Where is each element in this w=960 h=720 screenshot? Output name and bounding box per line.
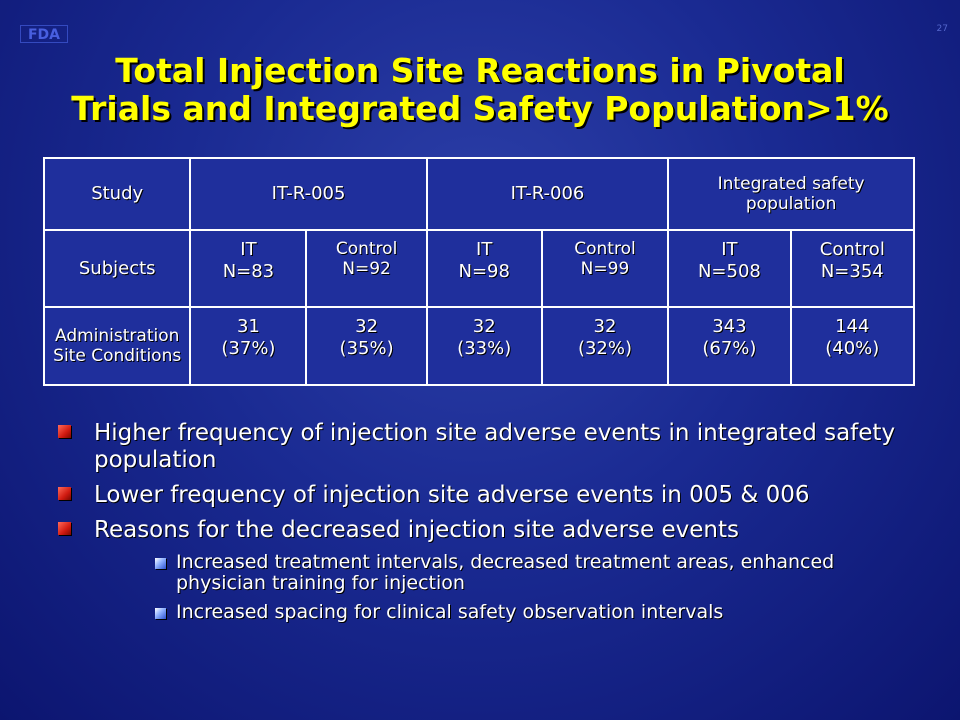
cell-admin-005-control: 32 (35%) bbox=[305, 306, 428, 386]
cell-subjects-005-it: IT N=83 bbox=[189, 229, 308, 308]
cell-line: N=92 bbox=[342, 259, 391, 279]
cell-line: 32 bbox=[472, 316, 496, 337]
header-study: Study bbox=[42, 157, 192, 231]
cell-line: N=83 bbox=[222, 261, 275, 282]
table-row-administration: Administration Site Conditions 31 (37%) … bbox=[42, 306, 916, 386]
red-square-bullet-icon bbox=[58, 487, 71, 500]
bullet-text: Lower frequency of injection site advers… bbox=[94, 482, 810, 508]
cell-line: N=354 bbox=[820, 261, 884, 282]
cell-line: N=98 bbox=[458, 261, 510, 282]
header-it-r-005: IT-R-005 bbox=[189, 157, 428, 231]
results-table: Study IT-R-005 IT-R-006 Integrated safet… bbox=[42, 157, 916, 386]
cell-subjects-006-it: IT N=98 bbox=[425, 229, 543, 308]
title-line-1: Total Injection Site Reactions in Pivota… bbox=[115, 51, 845, 90]
red-square-bullet-icon bbox=[58, 425, 71, 438]
red-square-bullet-icon bbox=[58, 522, 71, 535]
blue-square-bullet-icon bbox=[155, 608, 166, 619]
cell-line: Control bbox=[819, 239, 885, 260]
sub-bullet-item: Increased treatment intervals, decreased… bbox=[140, 552, 918, 594]
cell-subjects-integrated-control: Control N=354 bbox=[789, 229, 916, 308]
cell-line: Control bbox=[574, 239, 636, 259]
cell-line: N=508 bbox=[697, 261, 761, 282]
cell-line: 343 bbox=[712, 316, 747, 337]
cell-line: (37%) bbox=[221, 338, 276, 359]
bullet-text: Reasons for the decreased injection site… bbox=[94, 517, 739, 543]
bullet-text: Higher frequency of injection site adver… bbox=[94, 420, 896, 473]
header-it-r-006: IT-R-006 bbox=[425, 157, 670, 231]
header-integrated-safety-population: Integrated safety population bbox=[667, 157, 915, 231]
cell-line: (40%) bbox=[825, 338, 880, 359]
title-line-2: Trials and Integrated Safety Population>… bbox=[71, 89, 889, 128]
fda-logo: FDA bbox=[20, 25, 68, 43]
cell-admin-006-it: 32 (33%) bbox=[425, 306, 543, 386]
cell-line: 32 bbox=[355, 316, 379, 337]
row-label-administration-site-conditions: Administration Site Conditions bbox=[42, 306, 192, 386]
cell-line: Control bbox=[335, 239, 398, 259]
cell-admin-006-control: 32 (32%) bbox=[540, 306, 670, 386]
sub-bullet-item: Increased spacing for clinical safety ob… bbox=[140, 602, 918, 623]
sub-bullet-text: Increased treatment intervals, decreased… bbox=[176, 551, 835, 594]
cell-line: (33%) bbox=[457, 338, 512, 359]
cell-line: IT bbox=[476, 239, 493, 260]
cell-admin-005-it: 31 (37%) bbox=[189, 306, 308, 386]
table-header-row: Study IT-R-005 IT-R-006 Integrated safet… bbox=[42, 157, 915, 231]
cell-subjects-006-control: Control N=99 bbox=[540, 229, 670, 308]
sub-bullet-text: Increased spacing for clinical safety ob… bbox=[176, 601, 724, 623]
cell-line: 32 bbox=[593, 316, 617, 337]
bullet-item: Lower frequency of injection site advers… bbox=[58, 482, 918, 509]
cell-line: IT bbox=[240, 239, 257, 260]
cell-line: 31 bbox=[236, 316, 260, 337]
cell-line: IT bbox=[721, 239, 738, 260]
cell-line: N=99 bbox=[580, 259, 630, 279]
bullet-list: Higher frequency of injection site adver… bbox=[58, 420, 918, 631]
bullet-item: Reasons for the decreased injection site… bbox=[58, 517, 918, 544]
page-number: 27 bbox=[936, 24, 948, 34]
cell-subjects-005-control: Control N=92 bbox=[305, 229, 428, 308]
cell-admin-integrated-control: 144 (40%) bbox=[789, 306, 916, 386]
table-row-subjects: Subjects IT N=83 Control N=92 IT N=98 Co… bbox=[42, 229, 916, 308]
cell-line: 144 bbox=[835, 316, 870, 337]
blue-square-bullet-icon bbox=[155, 558, 166, 569]
cell-subjects-integrated-it: IT N=508 bbox=[667, 229, 792, 308]
cell-admin-integrated-it: 343 (67%) bbox=[667, 306, 792, 386]
row-label-subjects: Subjects bbox=[42, 229, 192, 308]
bullet-item: Higher frequency of injection site adver… bbox=[58, 420, 918, 474]
cell-line: (32%) bbox=[577, 338, 632, 359]
cell-line: (67%) bbox=[702, 338, 757, 359]
slide-title: Total Injection Site Reactions in Pivota… bbox=[40, 52, 920, 128]
cell-line: (35%) bbox=[339, 338, 394, 359]
